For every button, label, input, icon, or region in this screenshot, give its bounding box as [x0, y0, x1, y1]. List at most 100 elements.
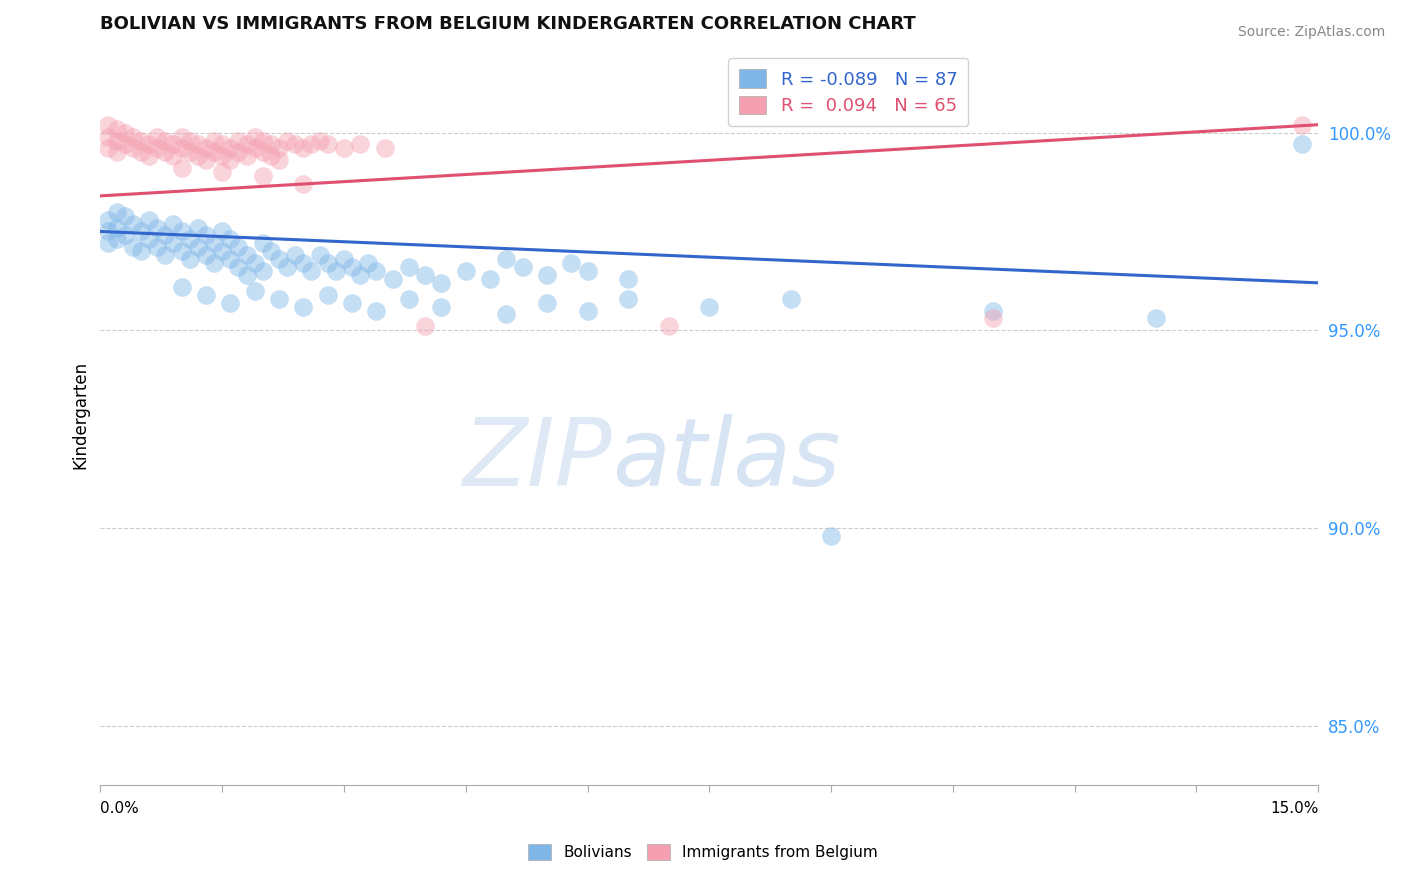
Point	[820, 529, 842, 543]
Point	[430, 276, 453, 290]
Text: 15.0%: 15.0%	[1270, 801, 1319, 815]
Point	[495, 252, 517, 266]
Point	[138, 232, 160, 246]
Point	[219, 153, 242, 168]
Point	[129, 224, 152, 238]
Point	[202, 134, 225, 148]
Point	[187, 149, 209, 163]
Point	[97, 141, 120, 155]
Point	[105, 121, 128, 136]
Point	[228, 134, 250, 148]
Point	[1144, 311, 1167, 326]
Y-axis label: Kindergarten: Kindergarten	[72, 361, 89, 469]
Point	[260, 137, 283, 152]
Point	[97, 118, 120, 132]
Point	[179, 134, 201, 148]
Point	[252, 145, 274, 160]
Point	[194, 153, 217, 168]
Point	[454, 264, 477, 278]
Point	[228, 145, 250, 160]
Point	[228, 240, 250, 254]
Point	[187, 240, 209, 254]
Point	[267, 141, 290, 155]
Point	[138, 212, 160, 227]
Point	[340, 295, 363, 310]
Text: atlas: atlas	[612, 414, 841, 505]
Point	[219, 295, 242, 310]
Point	[170, 224, 193, 238]
Point	[243, 256, 266, 270]
Point	[179, 145, 201, 160]
Point	[211, 165, 233, 179]
Point	[155, 134, 177, 148]
Point	[114, 137, 136, 152]
Point	[373, 141, 395, 155]
Point	[105, 134, 128, 148]
Point	[170, 129, 193, 144]
Point	[243, 141, 266, 155]
Point	[413, 268, 436, 282]
Point	[219, 141, 242, 155]
Point	[349, 268, 371, 282]
Point	[219, 232, 242, 246]
Point	[479, 272, 502, 286]
Point	[162, 149, 184, 163]
Point	[194, 228, 217, 243]
Point	[105, 220, 128, 235]
Point	[162, 236, 184, 251]
Point	[333, 141, 356, 155]
Point	[170, 280, 193, 294]
Point	[536, 268, 558, 282]
Point	[129, 244, 152, 259]
Point	[114, 209, 136, 223]
Point	[252, 134, 274, 148]
Point	[162, 217, 184, 231]
Text: 0.0%: 0.0%	[100, 801, 139, 815]
Point	[211, 224, 233, 238]
Point	[219, 252, 242, 266]
Point	[697, 300, 720, 314]
Point	[202, 256, 225, 270]
Point	[97, 236, 120, 251]
Point	[560, 256, 582, 270]
Point	[308, 134, 330, 148]
Point	[260, 149, 283, 163]
Point	[129, 145, 152, 160]
Point	[316, 137, 339, 152]
Point	[179, 252, 201, 266]
Point	[187, 137, 209, 152]
Point	[576, 264, 599, 278]
Point	[284, 137, 307, 152]
Point	[536, 295, 558, 310]
Point	[316, 287, 339, 301]
Point	[292, 300, 315, 314]
Legend: R = -0.089   N = 87, R =  0.094   N = 65: R = -0.089 N = 87, R = 0.094 N = 65	[728, 58, 969, 126]
Point	[333, 252, 356, 266]
Point	[357, 256, 380, 270]
Point	[430, 300, 453, 314]
Point	[114, 228, 136, 243]
Legend: Bolivians, Immigrants from Belgium: Bolivians, Immigrants from Belgium	[522, 838, 884, 866]
Point	[129, 134, 152, 148]
Point	[243, 129, 266, 144]
Point	[617, 292, 640, 306]
Point	[170, 244, 193, 259]
Point	[121, 141, 143, 155]
Point	[194, 248, 217, 262]
Point	[617, 272, 640, 286]
Point	[658, 319, 681, 334]
Point	[155, 145, 177, 160]
Point	[235, 248, 257, 262]
Point	[366, 264, 388, 278]
Point	[155, 228, 177, 243]
Point	[146, 220, 169, 235]
Point	[194, 287, 217, 301]
Point	[398, 260, 420, 274]
Point	[187, 220, 209, 235]
Text: BOLIVIAN VS IMMIGRANTS FROM BELGIUM KINDERGARTEN CORRELATION CHART: BOLIVIAN VS IMMIGRANTS FROM BELGIUM KIND…	[100, 15, 917, 33]
Point	[243, 284, 266, 298]
Point	[252, 264, 274, 278]
Point	[121, 129, 143, 144]
Point	[211, 137, 233, 152]
Point	[292, 141, 315, 155]
